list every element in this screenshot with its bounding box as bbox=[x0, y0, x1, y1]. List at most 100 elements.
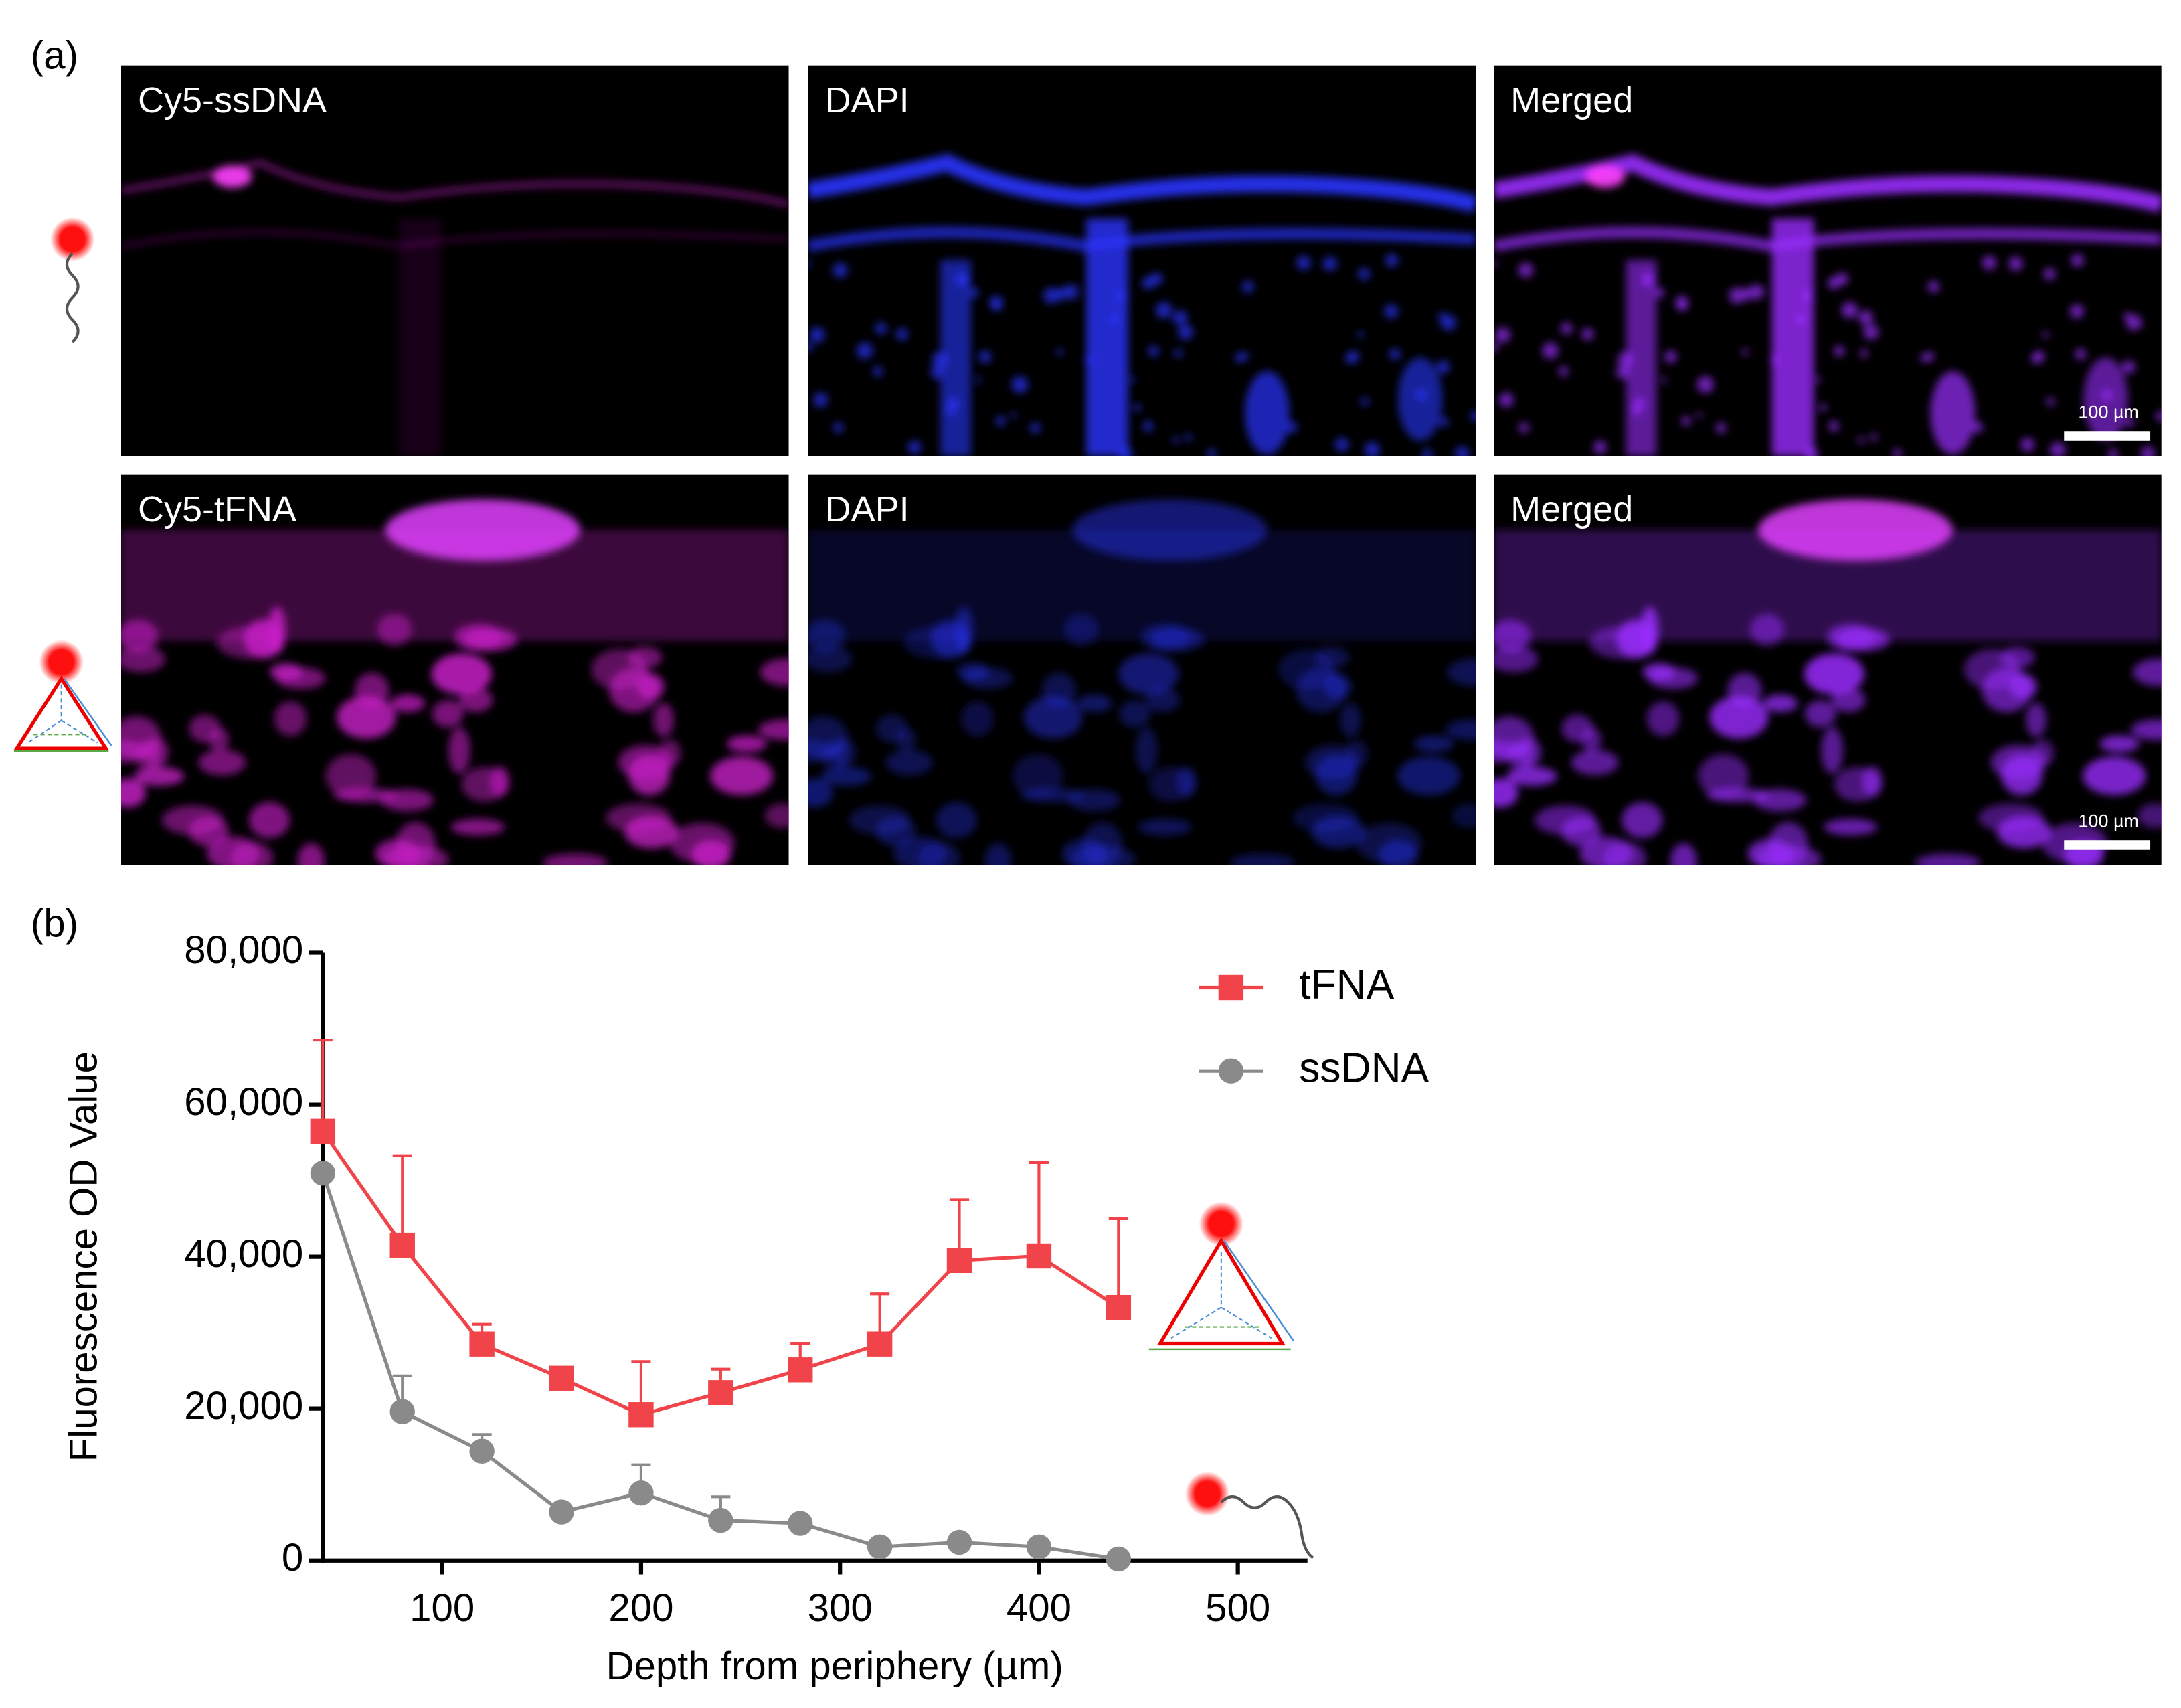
data-point bbox=[310, 1161, 336, 1186]
cell-cluster bbox=[2099, 735, 2140, 752]
nucleus bbox=[2043, 268, 2056, 280]
micrograph: DAPI bbox=[808, 474, 1476, 865]
ssdna-icon bbox=[1185, 1471, 1314, 1559]
cell-cluster bbox=[188, 816, 229, 847]
nucleus bbox=[1455, 446, 1470, 456]
cell-cluster bbox=[2131, 719, 2162, 740]
y-axis-label: Fluorescence OD Value bbox=[62, 1051, 105, 1462]
nucleus bbox=[1794, 313, 1806, 325]
nucleus bbox=[930, 365, 944, 379]
data-point bbox=[708, 1507, 733, 1533]
cell-cluster bbox=[1077, 694, 1112, 713]
cell-cluster bbox=[2000, 647, 2035, 669]
x-tick-label: 300 bbox=[808, 1586, 873, 1630]
nucleus bbox=[1828, 276, 1840, 290]
cell-cluster bbox=[1378, 840, 1418, 865]
nucleus bbox=[992, 301, 1002, 311]
cell-cluster bbox=[377, 614, 412, 646]
cell-cluster bbox=[691, 840, 731, 865]
nucleus bbox=[1870, 434, 1878, 441]
cell-cluster bbox=[337, 696, 396, 739]
nucleus bbox=[875, 322, 887, 335]
surface-cluster bbox=[1758, 499, 1953, 561]
data-point bbox=[946, 1248, 972, 1274]
hotspot bbox=[213, 165, 252, 188]
cell-cluster bbox=[209, 728, 229, 752]
cell-cluster bbox=[121, 645, 165, 673]
cell-cluster bbox=[390, 694, 425, 713]
nucleus bbox=[1142, 276, 1155, 290]
cell-cluster bbox=[1616, 619, 1656, 659]
nucleus bbox=[833, 422, 844, 433]
cell-cluster bbox=[1452, 803, 1476, 828]
x-tick-label: 200 bbox=[608, 1586, 673, 1630]
nucleus bbox=[1085, 355, 1096, 365]
data-point bbox=[867, 1331, 893, 1357]
cell-cluster bbox=[451, 819, 505, 835]
nucleus bbox=[1439, 417, 1449, 427]
nucleus bbox=[813, 392, 828, 408]
panel-label: (a) bbox=[31, 34, 78, 78]
cell-cluster bbox=[1315, 754, 1357, 796]
cell-cluster bbox=[542, 853, 608, 865]
cell-cluster bbox=[1646, 701, 1680, 736]
cell-cluster bbox=[1579, 837, 1633, 865]
nucleus bbox=[1389, 348, 1401, 360]
nucleus bbox=[1681, 416, 1691, 426]
nucleus bbox=[907, 440, 922, 454]
nucleus bbox=[808, 342, 813, 352]
cell-cluster bbox=[727, 735, 767, 752]
nucleus bbox=[1729, 287, 1745, 304]
legend-marker bbox=[1218, 974, 1244, 1001]
cell-cluster bbox=[1494, 645, 1539, 673]
nucleus bbox=[2042, 331, 2049, 338]
cell-cluster bbox=[758, 719, 789, 740]
nucleus bbox=[1632, 406, 1642, 416]
data-point bbox=[867, 1534, 893, 1559]
cell-cluster bbox=[1749, 614, 1785, 646]
nucleus bbox=[1357, 331, 1364, 338]
scale-bar-label: 100 µm bbox=[2078, 402, 2139, 422]
legend-label: tFNA bbox=[1299, 962, 1394, 1008]
nucleus bbox=[1347, 351, 1359, 363]
cell-cluster bbox=[2009, 673, 2037, 699]
nucleus bbox=[2075, 348, 2087, 360]
cell-cluster bbox=[1148, 767, 1195, 802]
nucleus bbox=[969, 288, 979, 298]
cell-cluster bbox=[432, 700, 464, 728]
nucleus bbox=[1858, 436, 1865, 444]
cell-cluster bbox=[984, 843, 1012, 865]
cell-cluster bbox=[276, 667, 326, 689]
cell-cluster bbox=[134, 766, 185, 786]
legend-marker bbox=[1218, 1058, 1244, 1084]
cell-cluster bbox=[1324, 673, 1352, 699]
tfna-icon bbox=[13, 639, 112, 752]
nucleus bbox=[1561, 322, 1573, 335]
nucleus bbox=[1741, 348, 1749, 356]
nucleus bbox=[833, 262, 848, 278]
data-point bbox=[628, 1480, 654, 1506]
nucleus bbox=[873, 366, 883, 377]
nucleus bbox=[1696, 376, 1714, 393]
y-tick-label: 40,000 bbox=[184, 1232, 303, 1276]
image-content bbox=[808, 499, 1476, 865]
nucleus bbox=[2032, 351, 2045, 363]
micrograph: Merged 100 µm bbox=[1494, 474, 2162, 865]
nucleus bbox=[1296, 255, 1311, 270]
x-tick-label: 500 bbox=[1205, 1586, 1270, 1630]
image-content bbox=[1494, 153, 2162, 456]
nucleus bbox=[2107, 449, 2119, 456]
nucleus bbox=[1385, 254, 1399, 267]
image-label: Merged bbox=[1510, 489, 1633, 529]
x-tick-label: 400 bbox=[1007, 1586, 1071, 1630]
nucleus bbox=[932, 351, 948, 368]
cell-cluster bbox=[2001, 754, 2043, 796]
nucleus bbox=[1240, 352, 1249, 361]
cell-cluster bbox=[1753, 789, 1807, 811]
cell-cluster bbox=[431, 653, 492, 695]
nucleus bbox=[1661, 377, 1667, 383]
nucleus bbox=[2071, 254, 2084, 267]
nucleus bbox=[1056, 348, 1063, 356]
gland bbox=[1397, 357, 1443, 441]
cell-cluster bbox=[1763, 694, 1798, 713]
